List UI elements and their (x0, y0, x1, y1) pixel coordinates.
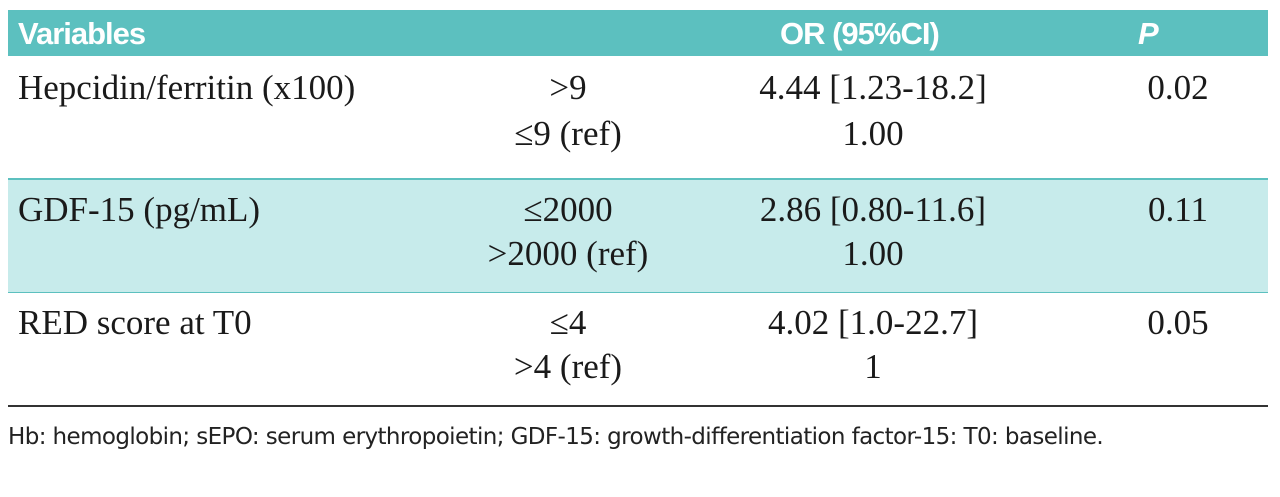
table-row-gdf15: GDF-15 (pg/mL) ≤2000 2.86 [0.80-11.6] 0.… (8, 179, 1268, 292)
odds-ratio: 2.86 [0.80-11.6] (759, 189, 987, 229)
odds-ratio: 1.00 (842, 233, 904, 273)
row-divider (8, 178, 1268, 180)
table-footnote: Hb: hemoglobin; sEPO: serum erythropoiet… (8, 424, 1104, 450)
level-label: >2000 (ref) (487, 233, 649, 273)
header-p: P (1138, 16, 1159, 51)
odds-ratio-table: Variables OR (95%CI) P Hepcidin/ferritin… (8, 10, 1268, 407)
table-bottom-rule (8, 405, 1268, 407)
odds-ratio: 1.00 (842, 114, 904, 153)
variable-name: GDF-15 (pg/mL) (18, 189, 261, 229)
odds-ratio: 4.44 [1.23-18.2] (759, 68, 987, 107)
odds-ratio: 4.02 [1.0-22.7] (768, 303, 978, 342)
level-label: >4 (ref) (513, 347, 623, 386)
row-divider (8, 291, 1268, 293)
level-label: ≤9 (ref) (514, 114, 622, 153)
table-row-hepcidin: Hepcidin/ferritin (x100) >9 4.44 [1.23-1… (8, 68, 1268, 178)
variable-name: Hepcidin/ferritin (x100) (18, 68, 356, 107)
table-row-red-score: RED score at T0 ≤4 4.02 [1.0-22.7] 0.05 … (8, 293, 1268, 405)
variable-name: RED score at T0 (18, 303, 252, 342)
level-label: >9 (549, 68, 587, 107)
p-value: 0.05 (1147, 303, 1209, 342)
p-value: 0.11 (1148, 189, 1208, 229)
header-or: OR (95%CI) (780, 16, 940, 51)
level-label: ≤2000 (523, 189, 613, 229)
odds-ratio: 1 (864, 347, 882, 386)
p-value: 0.02 (1147, 68, 1209, 107)
header-variables: Variables (18, 16, 146, 51)
table-header: Variables OR (95%CI) P (8, 10, 1268, 56)
level-label: ≤4 (549, 303, 587, 342)
